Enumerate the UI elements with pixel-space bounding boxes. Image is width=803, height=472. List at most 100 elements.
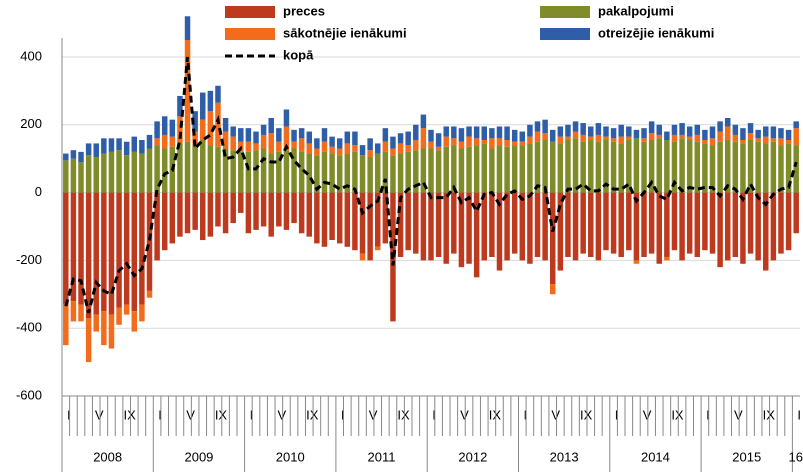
bar	[298, 192, 305, 234]
bar	[413, 150, 419, 193]
bar	[306, 192, 313, 237]
bar	[146, 290, 153, 298]
bar	[108, 314, 115, 349]
bar	[70, 158, 77, 193]
bar	[603, 136, 609, 141]
year-label: 16	[789, 449, 803, 464]
line	[64, 56, 798, 314]
year-label: 2009	[184, 449, 213, 464]
bar	[298, 128, 305, 139]
x-tick-label: IX	[489, 407, 502, 422]
bar	[778, 138, 784, 146]
bar	[108, 138, 115, 152]
legend-label: pakalpojumi	[598, 3, 674, 18]
bar	[169, 119, 176, 137]
bar	[230, 192, 236, 224]
bar	[519, 145, 526, 193]
bar	[352, 131, 358, 146]
bar	[382, 151, 389, 193]
bar	[268, 192, 274, 237]
bar	[473, 126, 480, 139]
bar	[192, 131, 198, 146]
bar	[298, 138, 305, 152]
bar	[709, 192, 716, 254]
bar	[686, 126, 693, 137]
bar	[565, 124, 571, 137]
bar	[664, 140, 670, 193]
bar	[527, 143, 533, 193]
bar	[413, 192, 419, 254]
bar	[200, 119, 206, 141]
bar	[633, 138, 640, 193]
bar	[702, 129, 708, 141]
bar	[169, 136, 176, 147]
bar	[770, 138, 777, 142]
bar	[207, 111, 214, 146]
bar	[230, 126, 236, 137]
bar	[207, 145, 214, 193]
bar	[671, 124, 678, 135]
bar	[245, 192, 252, 234]
bar	[489, 128, 495, 139]
bar	[131, 192, 138, 312]
bar	[253, 192, 259, 230]
bar	[336, 192, 343, 244]
bar	[283, 126, 290, 151]
bar	[329, 136, 335, 147]
bar	[215, 85, 221, 103]
bar	[253, 143, 259, 151]
x-tick-label: I	[250, 407, 254, 422]
bar	[215, 102, 221, 147]
bar	[177, 143, 183, 193]
bar	[93, 143, 99, 157]
bar	[359, 192, 366, 254]
bar	[428, 141, 434, 149]
bar	[276, 192, 282, 227]
bar	[534, 192, 541, 257]
bar	[161, 148, 168, 193]
bar	[314, 138, 320, 149]
bar	[793, 121, 799, 129]
bar	[101, 153, 107, 193]
bar	[610, 128, 617, 139]
bar	[511, 192, 518, 254]
bar	[139, 153, 145, 193]
bar	[291, 148, 297, 193]
bar	[397, 192, 404, 257]
bar	[123, 192, 130, 305]
bar	[717, 131, 723, 142]
bar	[755, 138, 761, 142]
bar	[473, 138, 480, 146]
bar	[314, 192, 320, 244]
bar	[215, 192, 221, 227]
bar	[511, 145, 518, 193]
x-tick-label: I	[797, 407, 801, 422]
bar	[481, 126, 487, 141]
bar	[732, 141, 739, 193]
bar	[702, 140, 708, 144]
bar	[747, 123, 754, 134]
bar	[557, 192, 564, 271]
bar	[549, 129, 556, 142]
bar	[626, 140, 632, 193]
legend-label: preces	[283, 3, 325, 18]
bar	[458, 128, 465, 142]
bar	[664, 131, 670, 141]
bar	[428, 148, 434, 193]
bar	[70, 192, 77, 302]
bar	[709, 145, 716, 193]
bar	[397, 143, 404, 154]
bar	[595, 141, 602, 193]
bar	[534, 141, 541, 193]
bar	[63, 192, 69, 305]
bar	[382, 192, 389, 244]
bar	[268, 153, 274, 193]
bar	[770, 126, 777, 139]
y-tick-label: 400	[20, 48, 42, 63]
bar	[481, 143, 487, 193]
year-label: 2011	[368, 449, 396, 464]
bar	[656, 138, 662, 193]
bar	[785, 140, 792, 144]
bar	[78, 162, 84, 193]
bar	[443, 136, 449, 147]
